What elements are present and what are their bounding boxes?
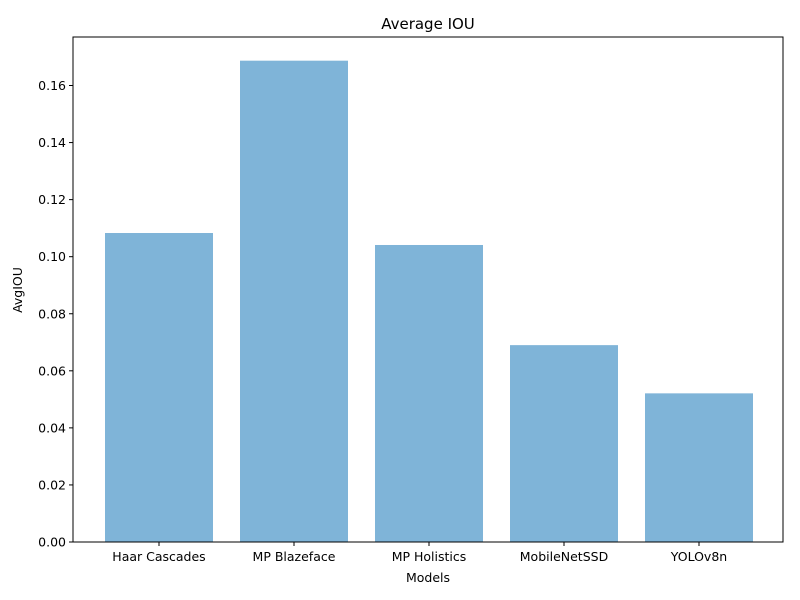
x-axis-title: Models	[406, 570, 450, 585]
y-tick-label: 0.08	[38, 306, 66, 321]
chart-title: Average IOU	[381, 15, 475, 33]
y-tick-label: 0.14	[38, 135, 66, 150]
x-tick-label: MP Holistics	[392, 549, 467, 564]
bar-mp-holistics	[375, 244, 483, 543]
bar-haar-cascades	[105, 233, 213, 542]
x-tick-label: MP Blazeface	[253, 549, 336, 564]
bar-yolov8n	[645, 393, 753, 542]
x-tick-label: YOLOv8n	[670, 549, 727, 564]
bars-group	[105, 60, 753, 543]
y-axis-title: AvgIOU	[10, 267, 25, 313]
y-tick-label: 0.06	[38, 363, 66, 378]
bar-mobilenetssd	[510, 345, 618, 542]
plot-frame	[72, 36, 784, 543]
x-tick-label: MobileNetSSD	[520, 549, 608, 564]
y-tick-label: 0.16	[38, 78, 66, 93]
y-tick-label: 0.02	[38, 477, 66, 492]
bar-mp-blazeface	[240, 60, 348, 543]
y-axis: 0.00 0.02 0.04 0.06 0.08 0.10 0.12 0.14 0.16	[38, 78, 73, 550]
x-tick-label: Haar Cascades	[112, 549, 205, 564]
y-tick-label: 0.10	[38, 249, 66, 264]
y-tick-label: 0.12	[38, 192, 66, 207]
y-tick-label: 0.00	[38, 535, 66, 550]
x-axis: Haar Cascades MP Blazeface MP Holistics Mob…	[112, 542, 727, 564]
y-tick-label: 0.04	[38, 420, 66, 435]
